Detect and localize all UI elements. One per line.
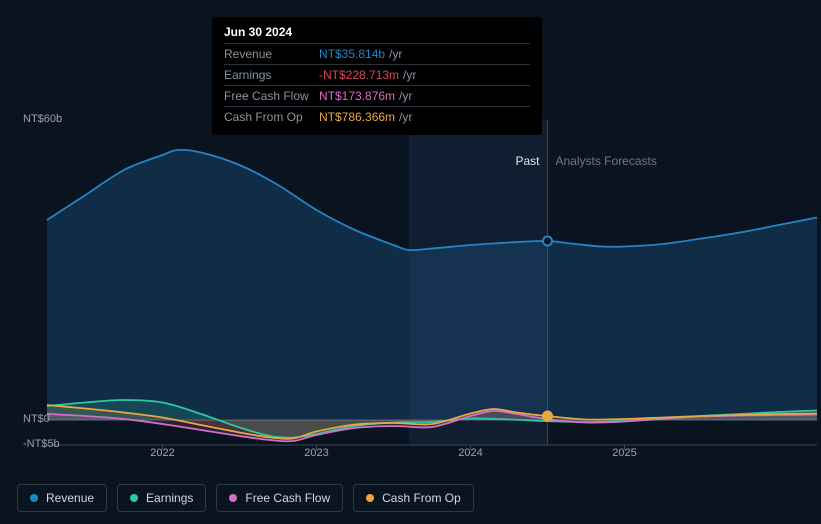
x-axis-tick: 2022 — [150, 447, 174, 459]
y-axis-tick: NT$60b — [23, 113, 62, 125]
tooltip-label: Cash From Op — [224, 110, 319, 124]
financials-chart[interactable]: PastAnalysts ForecastsNT$60bNT$0-NT$5b20… — [17, 120, 821, 465]
region-label: Past — [516, 154, 540, 168]
tooltip-row: RevenueNT$35.814b/yr — [224, 43, 530, 64]
tooltip-suffix: /yr — [399, 89, 412, 103]
x-axis-tick: 2025 — [612, 447, 636, 459]
tooltip-suffix: /yr — [403, 68, 416, 82]
tooltip-value: -NT$228.713m — [319, 68, 399, 82]
x-axis-tick: 2023 — [304, 447, 328, 459]
legend-item-cash-from-op[interactable]: Cash From Op — [353, 484, 474, 512]
chart-legend: Revenue Earnings Free Cash Flow Cash From O… — [17, 484, 474, 512]
tooltip-rows: RevenueNT$35.814b/yrEarnings-NT$228.713m… — [224, 43, 530, 127]
legend-item-revenue[interactable]: Revenue — [17, 484, 107, 512]
tooltip-date: Jun 30 2024 — [224, 25, 530, 39]
chart-tooltip: Jun 30 2024 RevenueNT$35.814b/yrEarnings… — [212, 17, 542, 135]
region-label: Analysts Forecasts — [556, 154, 657, 168]
legend-item-free-cash-flow[interactable]: Free Cash Flow — [216, 484, 343, 512]
y-axis-tick: NT$0 — [23, 413, 50, 425]
tooltip-suffix: /yr — [389, 47, 402, 61]
tooltip-value: NT$173.876m — [319, 89, 395, 103]
legend-label: Revenue — [46, 491, 94, 505]
legend-dot — [366, 494, 374, 502]
y-axis-tick: -NT$5b — [23, 438, 60, 450]
tooltip-label: Revenue — [224, 47, 319, 61]
legend-dot — [130, 494, 138, 502]
legend-dot — [229, 494, 237, 502]
tooltip-row: Cash From OpNT$786.366m/yr — [224, 106, 530, 127]
legend-dot — [30, 494, 38, 502]
tooltip-label: Free Cash Flow — [224, 89, 319, 103]
chart-svg — [17, 120, 821, 465]
legend-label: Cash From Op — [382, 491, 461, 505]
x-axis-tick: 2024 — [458, 447, 482, 459]
legend-label: Earnings — [146, 491, 193, 505]
tooltip-row: Earnings-NT$228.713m/yr — [224, 64, 530, 85]
tooltip-value: NT$786.366m — [319, 110, 395, 124]
tooltip-label: Earnings — [224, 68, 319, 82]
tooltip-suffix: /yr — [399, 110, 412, 124]
tooltip-row: Free Cash FlowNT$173.876m/yr — [224, 85, 530, 106]
legend-item-earnings[interactable]: Earnings — [117, 484, 206, 512]
legend-label: Free Cash Flow — [245, 491, 330, 505]
tooltip-value: NT$35.814b — [319, 47, 385, 61]
